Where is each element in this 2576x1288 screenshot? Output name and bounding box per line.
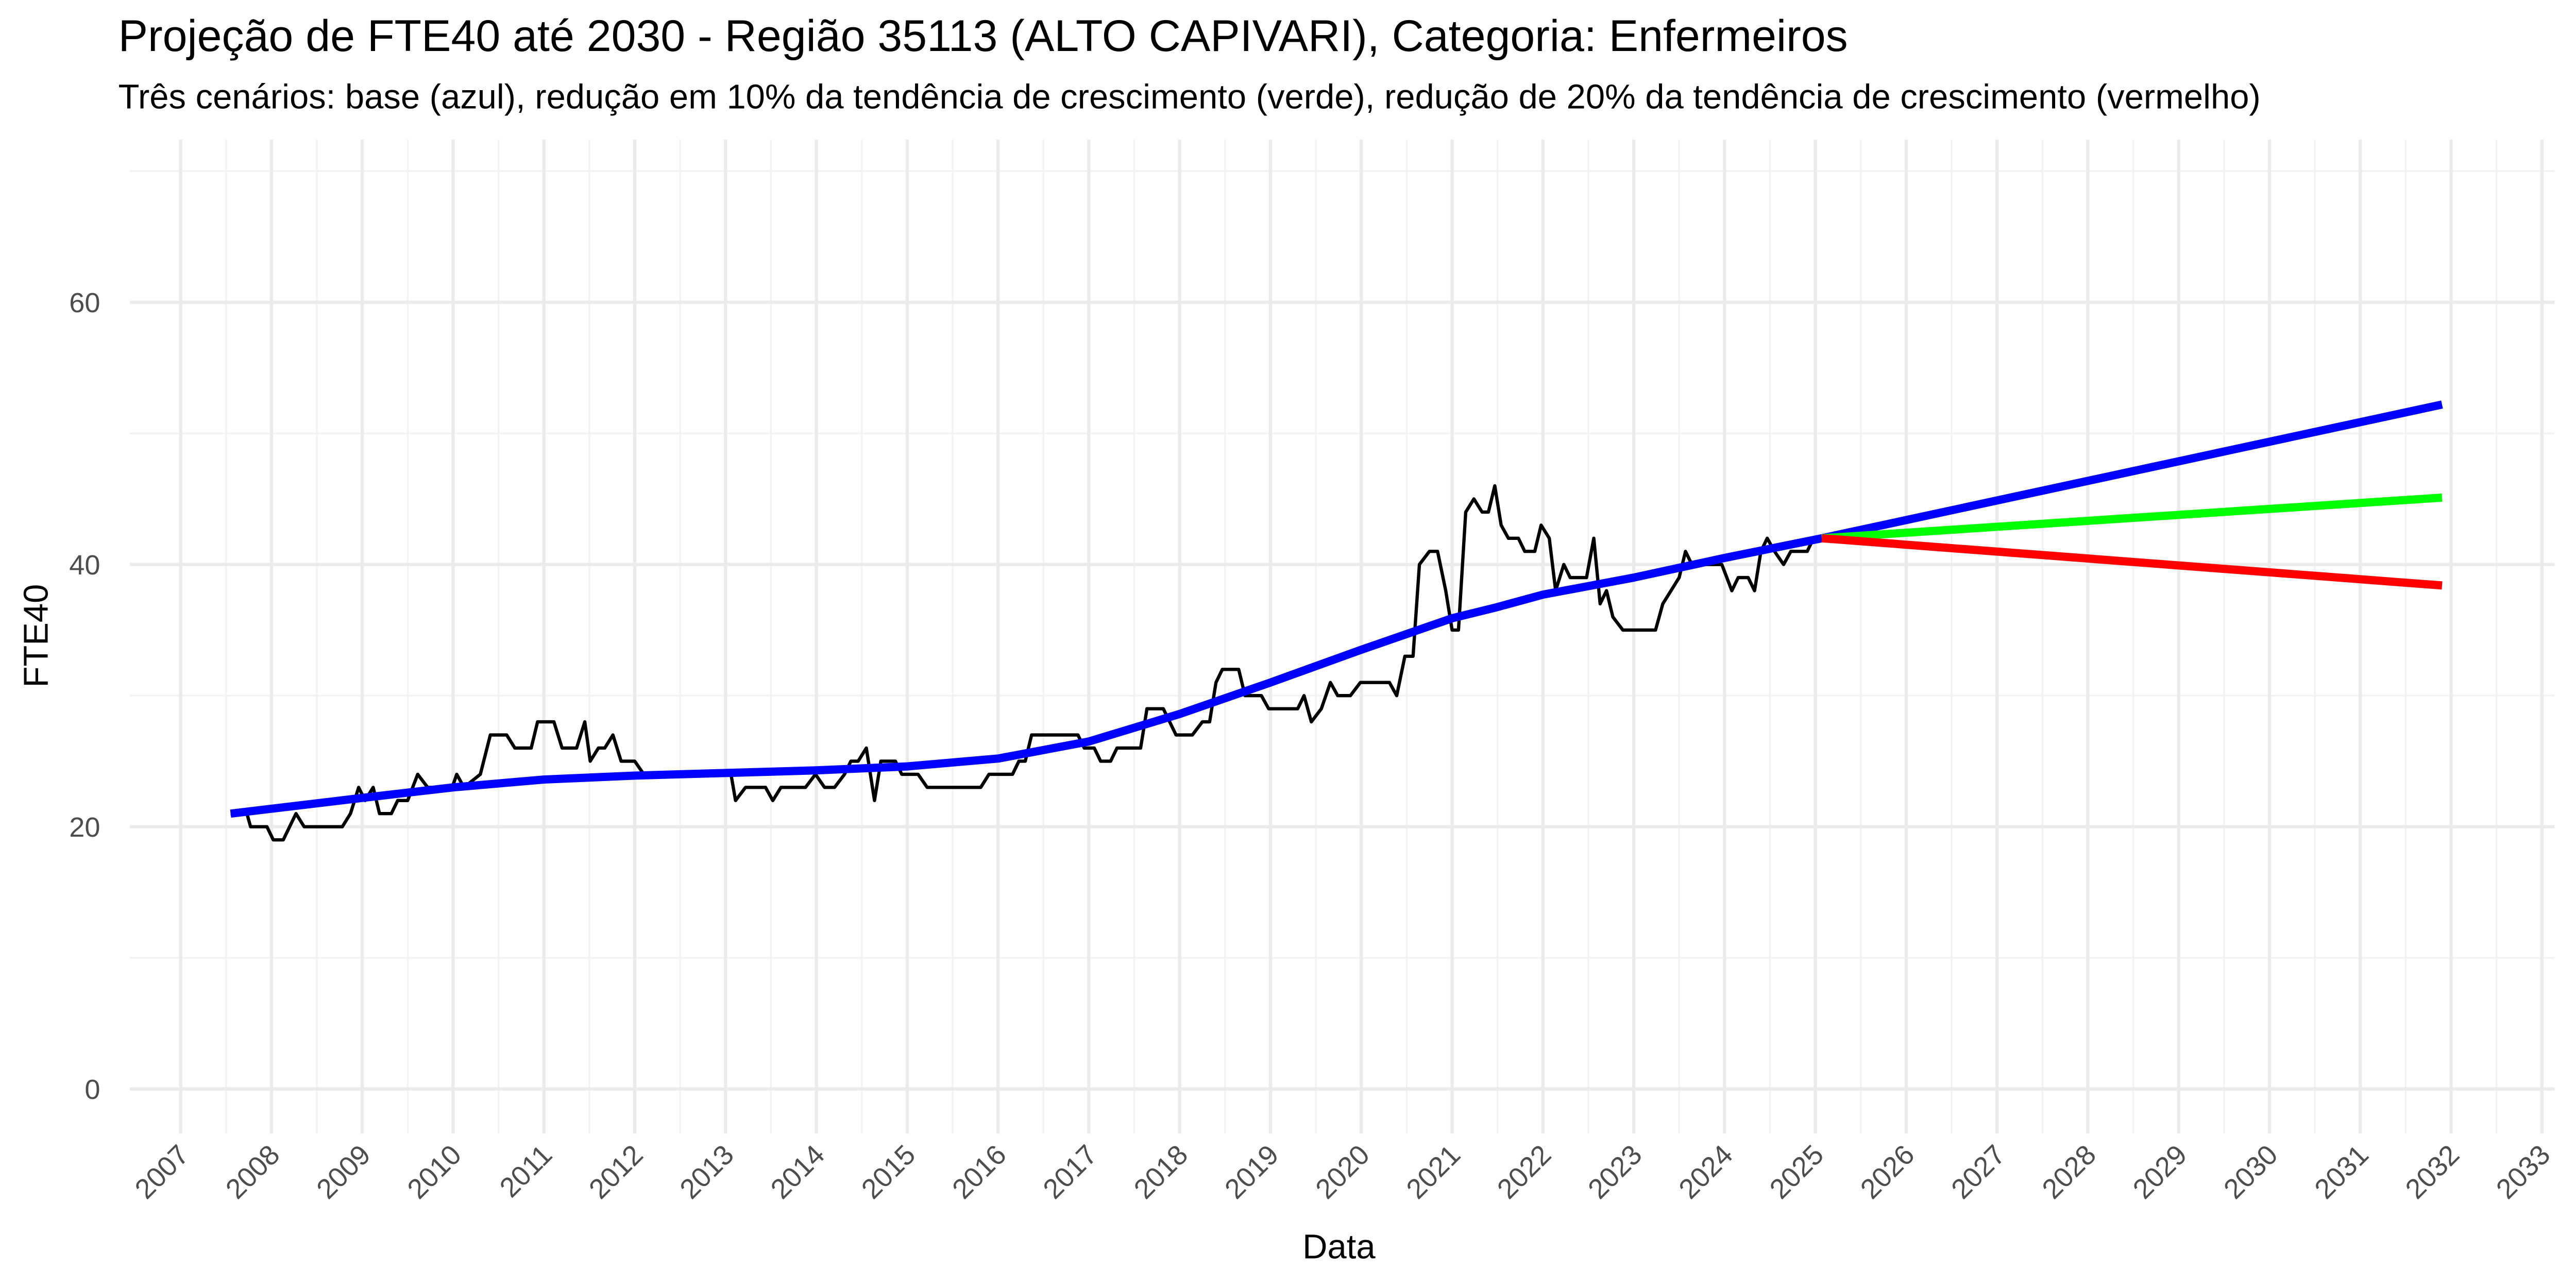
y-tick-label: 0 [84, 1074, 100, 1105]
y-tick-label: 40 [69, 550, 100, 581]
series-line [230, 534, 1823, 818]
y-tick-label: 60 [69, 287, 100, 318]
x-axis-label: Data [1302, 1228, 1376, 1266]
series-line [1821, 493, 2443, 543]
series-line [1821, 400, 2443, 543]
y-tick-label: 20 [69, 812, 100, 843]
chart-subtitle: Três cenários: base (azul), redução em 1… [118, 77, 2261, 116]
y-axis-label: FTE40 [16, 584, 55, 688]
lines [230, 400, 2443, 842]
chart-title: Projeção de FTE40 até 2030 - Região 3511… [118, 11, 1848, 61]
series-line [230, 484, 1815, 842]
series-line [1821, 534, 2443, 590]
